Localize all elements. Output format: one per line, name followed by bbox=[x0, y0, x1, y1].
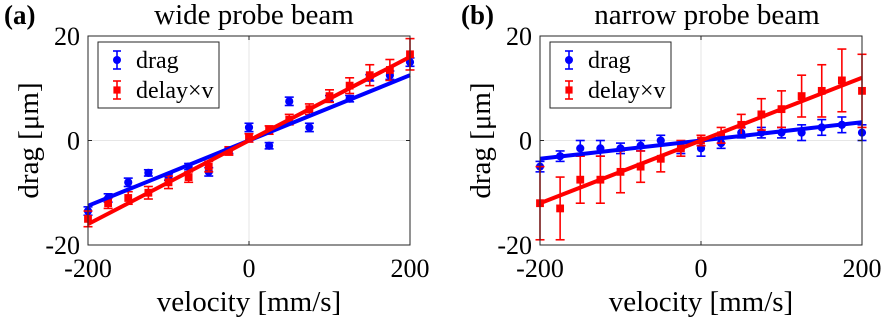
panel-a-legend-label: delay×v bbox=[136, 78, 214, 104]
panel-b-x-tick-label: 200 bbox=[843, 254, 882, 283]
panel-b-x-axis-label: velocity [mm/s] bbox=[609, 286, 793, 318]
panel-a-legend-marker bbox=[113, 86, 121, 94]
panel-b-legend-marker bbox=[565, 56, 573, 64]
panel-a-series-delay-point bbox=[104, 199, 113, 208]
panel-a-series-delay-fit-line bbox=[87, 55, 411, 226]
panel-a-title: wide probe beam bbox=[154, 0, 354, 31]
panel-a-series-drag-point bbox=[285, 97, 294, 106]
panel-b-x-tick-label: -200 bbox=[516, 254, 564, 283]
panel-b-legend-marker bbox=[565, 86, 573, 94]
panel-b-legend-box bbox=[549, 41, 672, 109]
panel-b-legend-label: drag bbox=[588, 48, 631, 74]
panel-b-panel-label: (b) bbox=[461, 0, 494, 30]
panel-a-y-tick-label: 20 bbox=[54, 22, 80, 51]
panel-a-legend-box bbox=[97, 41, 220, 109]
panel-b-series-delay-point bbox=[556, 204, 565, 213]
panel-b-series-delay-fit-line bbox=[539, 75, 863, 206]
panel-b-y-tick-label: 20 bbox=[506, 22, 532, 51]
panel-a-series-drag-point bbox=[144, 168, 153, 177]
panel-a-legend-marker bbox=[113, 56, 121, 64]
panel-b-legend-label: delay×v bbox=[588, 78, 666, 104]
panel-a-y-tick-label: -20 bbox=[45, 231, 80, 260]
panel-a-y-tick-label: 0 bbox=[67, 127, 80, 156]
panel-b-y-tick-label: -20 bbox=[497, 231, 532, 260]
panel-b-title: narrow probe beam bbox=[594, 0, 820, 31]
panel-a-x-tick-label: -200 bbox=[64, 254, 112, 283]
panel-b-y-tick-label: 0 bbox=[519, 127, 532, 156]
panel-a-y-axis-label: drag [μm] bbox=[13, 82, 45, 198]
panel-a-x-tick-label: 200 bbox=[391, 254, 430, 283]
panel-a-series-drag-point bbox=[305, 123, 314, 132]
panel-b-x-tick-label: 0 bbox=[695, 254, 708, 283]
panel-a-series-drag-point bbox=[244, 123, 254, 132]
panel-a-x-axis-label: velocity [mm/s] bbox=[157, 286, 341, 318]
panel-a-series-drag-point bbox=[124, 178, 133, 187]
panel-a-legend-label: drag bbox=[136, 48, 179, 74]
panel-a-panel-label: (a) bbox=[4, 0, 35, 30]
panel-b-series-delay-point bbox=[576, 175, 585, 184]
panel-a-legend: drag delay×v bbox=[97, 41, 220, 109]
panel-b-legend: drag delay×v bbox=[549, 41, 672, 109]
panel-b-y-axis-label: drag [μm] bbox=[465, 82, 497, 198]
panel-b-series-drag-point bbox=[576, 144, 585, 153]
panel-a-x-tick-label: 0 bbox=[243, 254, 256, 283]
panel-a-series-drag-point bbox=[265, 141, 274, 150]
